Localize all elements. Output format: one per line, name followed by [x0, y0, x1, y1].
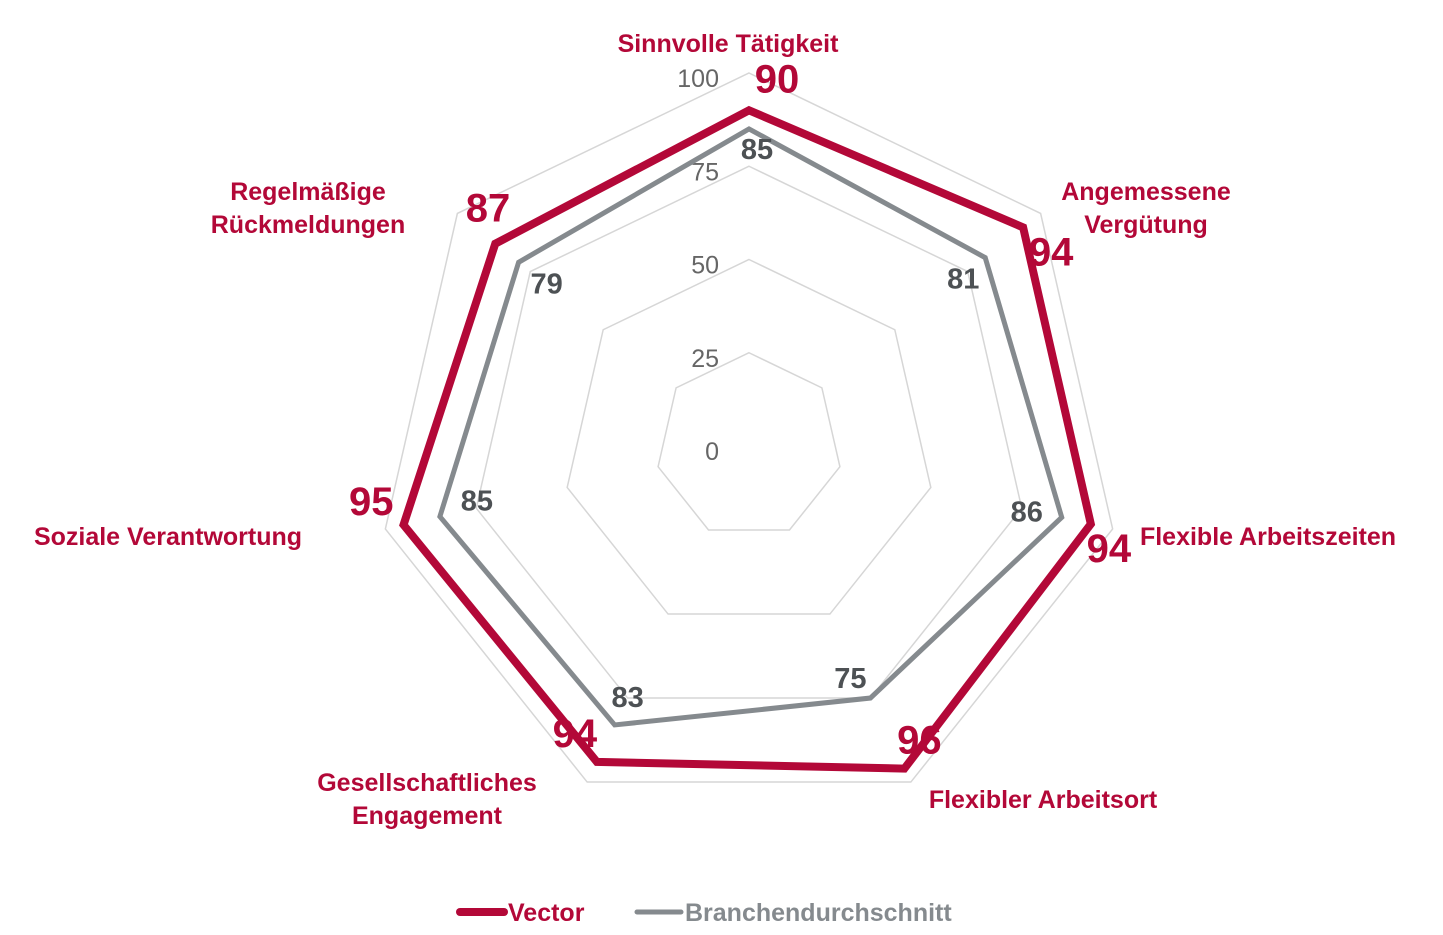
tick-label: 25: [691, 345, 719, 373]
radar-series: [399, 105, 1096, 773]
data-label: 75: [834, 663, 866, 695]
axis-label: Angemessene Vergütung: [1061, 178, 1231, 239]
data-label: 85: [461, 486, 493, 518]
data-label: 90: [755, 57, 800, 101]
data-label: 94: [1087, 527, 1132, 571]
data-label: 95: [349, 480, 394, 524]
axis-label: Sinnvolle Tätigkeit: [618, 30, 840, 58]
data-labels: 90 94 94 96 94 95 87 85 81 86 75 83 85 79: [349, 57, 1132, 762]
tick-label: 50: [691, 252, 719, 280]
data-label: 83: [612, 682, 644, 714]
legend-label-vector: Vector: [508, 899, 585, 927]
data-label: 94: [1029, 230, 1074, 274]
data-label: 94: [553, 712, 598, 756]
axis-labels: Sinnvolle Tätigkeit Angemessene Vergütung F…: [34, 30, 1396, 830]
legend-label-branchendurchschnitt: Branchendurchschnitt: [685, 899, 952, 927]
legend: Vector Branchendurchschnitt: [456, 899, 952, 927]
axis-label: Flexible Arbeitszeiten: [1140, 523, 1396, 551]
data-label: 96: [897, 719, 942, 763]
series-line-1: [437, 126, 1065, 728]
data-label: 85: [741, 134, 773, 166]
tick-label: 0: [705, 438, 719, 466]
axis-label: Regelmäßige Rückmeldungen: [211, 178, 405, 239]
data-label: 86: [1011, 496, 1043, 528]
tick-label: 75: [691, 158, 719, 186]
axis-label: Soziale Verantwortung: [34, 523, 302, 551]
data-label: 87: [466, 187, 511, 231]
axis-label: Flexibler Arbeitsort: [929, 786, 1158, 814]
grid-ring-25: [657, 351, 841, 531]
radial-tick-labels: 0 25 50 75 100: [677, 65, 719, 466]
tick-label: 100: [677, 65, 719, 93]
grid-ring-50: [566, 258, 932, 615]
grid-ring-75: [475, 165, 1023, 699]
data-label: 81: [947, 264, 979, 296]
series-line-0: [399, 105, 1096, 773]
axis-label: Gesellschaftliches Engagement: [317, 769, 537, 830]
radar-grid: [384, 72, 1114, 783]
grid-ring-100: [384, 72, 1114, 783]
data-label: 79: [530, 268, 562, 300]
